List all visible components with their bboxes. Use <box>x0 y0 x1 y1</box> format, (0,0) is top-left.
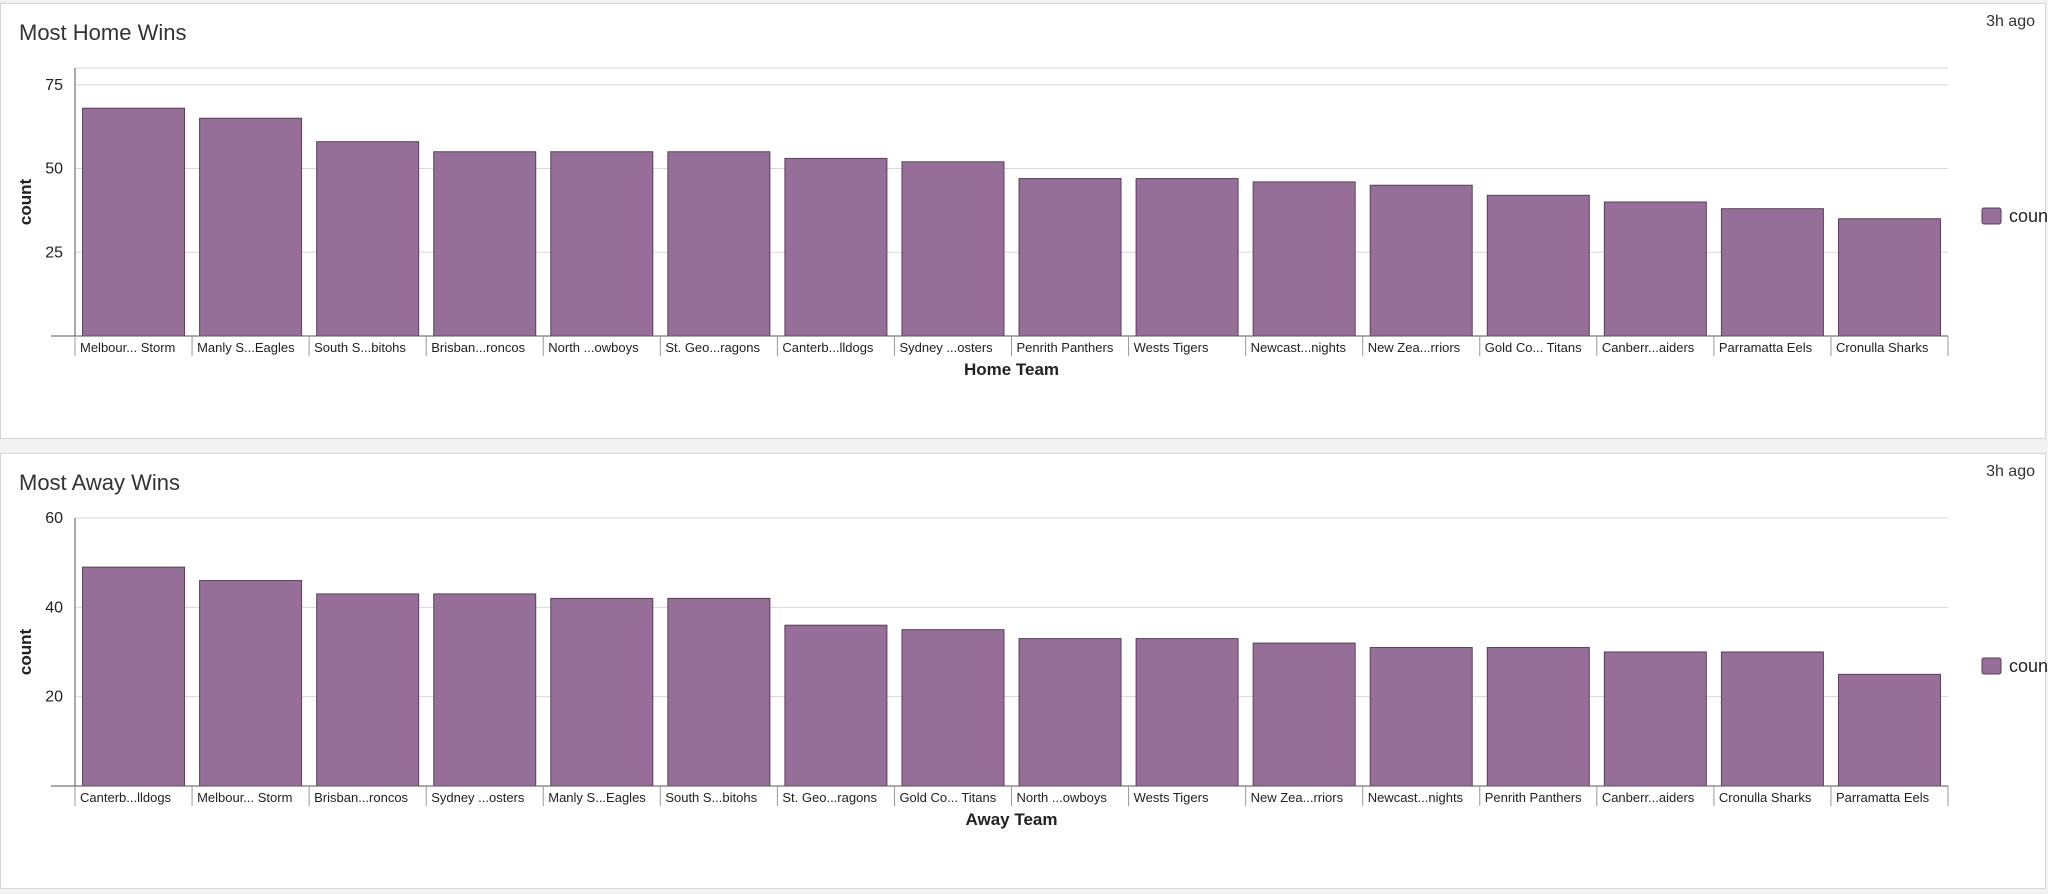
y-tick-label: 50 <box>45 161 63 178</box>
bar[interactable] <box>1603 201 1707 337</box>
y-tick-label: 25 <box>45 244 63 261</box>
panel-timestamp: 3h ago <box>1986 13 2035 30</box>
away-wins-chart: 20 40 60 count Canterb...lldogs Melbour... St… <box>16 510 2047 829</box>
bar[interactable] <box>433 593 537 787</box>
x-tick-label: South S...bitohs <box>665 790 757 805</box>
bar[interactable] <box>1837 218 1941 337</box>
away-wins-panel: Most Away Wins 3h ago 20 40 60 count Canterb… <box>0 453 2047 889</box>
bar[interactable] <box>1135 178 1239 337</box>
legend-label[interactable]: count <box>2009 656 2047 676</box>
x-tick-label: Parramatta Eels <box>1719 340 1813 355</box>
panel-title: Most Away Wins <box>19 470 180 495</box>
y-tick-label: 40 <box>45 599 63 616</box>
y-axis-title: count <box>16 179 35 226</box>
bar[interactable] <box>1369 184 1473 337</box>
x-tick-label: Manly S...Eagles <box>197 340 295 355</box>
y-tick-label: 60 <box>45 510 63 527</box>
bar[interactable] <box>82 566 186 787</box>
bar[interactable] <box>1135 638 1239 787</box>
bar[interactable] <box>1252 642 1356 787</box>
y-tick-label: 75 <box>45 77 63 94</box>
legend-swatch[interactable] <box>1981 207 2002 225</box>
x-tick-label: Canberr...aiders <box>1602 790 1695 805</box>
bar[interactable] <box>550 597 654 787</box>
legend-swatch[interactable] <box>1981 657 2002 675</box>
x-tick-label: Canterb...lldogs <box>782 340 874 355</box>
x-tick-label: Brisban...roncos <box>314 790 408 805</box>
x-tick-label: Penrith Panthers <box>1017 340 1114 355</box>
bar[interactable] <box>667 151 771 337</box>
x-tick-label: Gold Co... Titans <box>1485 340 1582 355</box>
bar[interactable] <box>1486 647 1590 787</box>
bar[interactable] <box>199 117 303 337</box>
x-tick-label: Manly S...Eagles <box>548 790 646 805</box>
bar[interactable] <box>1486 194 1590 337</box>
bar[interactable] <box>433 151 537 337</box>
x-tick-label: Melbour... Storm <box>80 340 175 355</box>
bar[interactable] <box>1720 651 1824 787</box>
bar[interactable] <box>901 629 1005 787</box>
x-axis-title: Away Team <box>966 810 1058 829</box>
x-tick-label: Parramatta Eels <box>1836 790 1930 805</box>
y-tick-label: 20 <box>45 689 63 706</box>
bar[interactable] <box>550 151 654 337</box>
x-tick-label: Newcast...nights <box>1368 790 1464 805</box>
bar[interactable] <box>1720 208 1824 337</box>
home-wins-chart: 25 50 75 count Melbour... Storm Manly S...Eag… <box>16 67 2047 379</box>
x-tick-label: Brisban...roncos <box>431 340 525 355</box>
panel-title: Most Home Wins <box>19 20 187 45</box>
home-wins-panel: Most Home Wins 3h ago 25 50 75 count Melbour… <box>0 3 2047 439</box>
x-tick-label: Canterb...lldogs <box>80 790 172 805</box>
x-tick-label: Canberr...aiders <box>1602 340 1695 355</box>
bar[interactable] <box>1018 638 1122 787</box>
bar[interactable] <box>901 161 1005 337</box>
bar[interactable] <box>1369 647 1473 787</box>
x-tick-label: Wests Tigers <box>1134 790 1209 805</box>
bar[interactable] <box>316 141 420 337</box>
x-tick-label: Penrith Panthers <box>1485 790 1582 805</box>
x-tick-label: North ...owboys <box>1017 790 1108 805</box>
bar[interactable] <box>1018 178 1122 337</box>
bar[interactable] <box>1603 651 1707 787</box>
bar[interactable] <box>199 580 303 787</box>
x-tick-label: Sydney ...osters <box>431 790 525 805</box>
x-tick-label: North ...owboys <box>548 340 639 355</box>
panel-timestamp: 3h ago <box>1986 463 2035 480</box>
x-tick-label: South S...bitohs <box>314 340 406 355</box>
bar[interactable] <box>667 597 771 787</box>
x-tick-label: Newcast...nights <box>1251 340 1347 355</box>
y-axis-title: count <box>16 629 35 676</box>
x-tick-label: New Zea...rriors <box>1251 790 1344 805</box>
x-tick-label: St. Geo...ragons <box>665 340 760 355</box>
bar[interactable] <box>784 624 888 787</box>
x-tick-label: Wests Tigers <box>1134 340 1209 355</box>
bar[interactable] <box>1837 673 1941 787</box>
x-tick-label: New Zea...rriors <box>1368 340 1461 355</box>
x-tick-label: Sydney ...osters <box>899 340 993 355</box>
bar[interactable] <box>82 107 186 337</box>
bar[interactable] <box>316 593 420 787</box>
x-axis-title: Home Team <box>964 360 1059 379</box>
bar[interactable] <box>1252 181 1356 337</box>
x-tick-label: Gold Co... Titans <box>899 790 996 805</box>
legend-label[interactable]: count <box>2009 206 2047 226</box>
x-tick-label: Cronulla Sharks <box>1836 340 1929 355</box>
bar[interactable] <box>784 157 888 337</box>
x-tick-label: Cronulla Sharks <box>1719 790 1812 805</box>
x-tick-label: Melbour... Storm <box>197 790 292 805</box>
x-tick-label: St. Geo...ragons <box>782 790 877 805</box>
